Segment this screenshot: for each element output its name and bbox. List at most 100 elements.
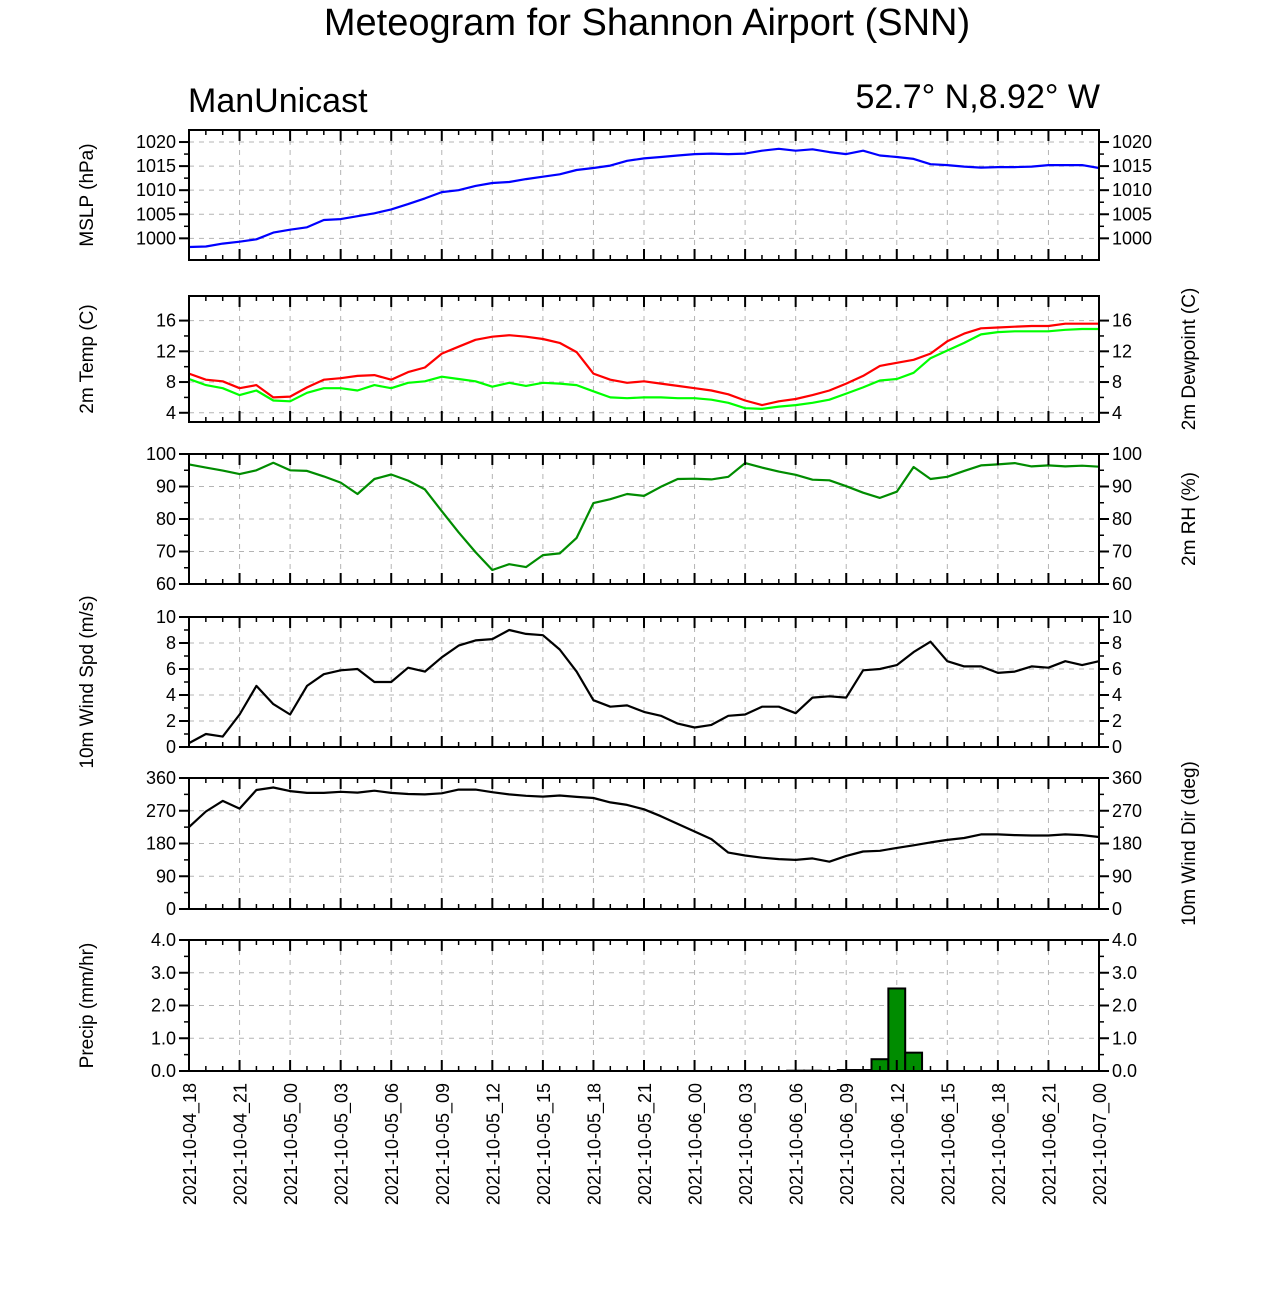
y-tick-label: 1020 <box>136 132 176 152</box>
y-tick-label-right: 4 <box>1112 403 1122 423</box>
y-tick-label: 10 <box>156 607 176 627</box>
y-axis-label-right: 2m RH (%) <box>1179 472 1200 566</box>
panel-4: 0 0 2 2 4 4 6 6 8 8 10 10 10m Wind Spd (m/s) <box>77 595 1132 768</box>
y-tick-label: 16 <box>156 311 176 331</box>
y-tick-label: 360 <box>146 768 176 788</box>
y-tick-label-right: 360 <box>1112 768 1142 788</box>
y-axis-label: 2m Temp (C) <box>77 304 98 413</box>
y-axis-label: 10m Wind Spd (m/s) <box>77 595 98 768</box>
y-tick-label: 3.0 <box>151 963 176 983</box>
y-tick-label: 100 <box>146 444 176 464</box>
model-label: ManUnicast <box>188 82 368 120</box>
y-tick-label: 70 <box>156 542 176 562</box>
y-tick-label-right: 80 <box>1112 509 1132 529</box>
y-axis-label-right: 10m Wind Dir (deg) <box>1179 761 1200 926</box>
x-tick-label: 2021-10-06_15 <box>938 1083 959 1205</box>
y-tick-label: 60 <box>156 574 176 594</box>
y-tick-label: 6 <box>166 659 176 679</box>
panel-5: 0 0 90 90 180 180 270 270 360 360 10m Wind Dir (de… <box>146 761 1200 926</box>
y-tick-label-right: 90 <box>1112 866 1132 886</box>
x-tick-label: 2021-10-04_18 <box>180 1083 201 1205</box>
y-tick-label-right: 1.0 <box>1112 1028 1137 1048</box>
time-axis: 2021-10-04_18 2021-10-04_21 2021-10-05_00 2… <box>180 1083 1111 1205</box>
y-tick-label-right: 12 <box>1112 341 1132 361</box>
x-tick-label: 2021-10-06_21 <box>1039 1083 1060 1205</box>
x-tick-label: 2021-10-05_06 <box>382 1083 403 1205</box>
x-tick-label: 2021-10-05_15 <box>534 1083 555 1205</box>
y-tick-label: 1010 <box>136 180 176 200</box>
panel-3: 60 60 70 70 80 80 90 90 100 100 2m RH (%) <box>146 444 1200 594</box>
series-line-dew <box>188 327 1099 410</box>
y-tick-label: 0.0 <box>151 1061 176 1081</box>
x-tick-label: 2021-10-05_03 <box>332 1083 353 1205</box>
y-tick-label-right: 270 <box>1112 801 1142 821</box>
y-tick-label-right: 1010 <box>1112 180 1152 200</box>
panel-6: 0.0 0.0 1.0 1.0 2.0 2.0 3.0 3.0 4.0 4.0 Precip (mm… <box>77 930 1137 1081</box>
series-line-wind <box>188 786 1100 863</box>
y-tick-label-right: 2.0 <box>1112 996 1137 1016</box>
y-tick-label: 1000 <box>136 228 176 248</box>
y-tick-label: 0 <box>166 899 176 919</box>
y-tick-label-right: 1000 <box>1112 228 1152 248</box>
x-tick-label: 2021-10-05_21 <box>635 1083 656 1205</box>
y-tick-label: 2.0 <box>151 996 176 1016</box>
x-tick-label: 2021-10-06_06 <box>787 1083 808 1205</box>
y-tick-label-right: 6 <box>1112 659 1122 679</box>
y-tick-label: 4.0 <box>151 930 176 950</box>
y-tick-label-right: 4 <box>1112 685 1122 705</box>
location-label: 52.7° N,8.92° W <box>855 78 1100 116</box>
y-tick-label-right: 1015 <box>1112 156 1152 176</box>
x-tick-label: 2021-10-06_00 <box>686 1083 707 1205</box>
series-line-mslp <box>188 147 1100 249</box>
y-tick-label-right: 60 <box>1112 574 1132 594</box>
y-axis-label: MSLP (hPa) <box>77 143 98 246</box>
x-tick-label: 2021-10-05_12 <box>483 1083 504 1205</box>
y-tick-label-right: 4.0 <box>1112 930 1137 950</box>
x-tick-label: 2021-10-04_21 <box>231 1083 252 1205</box>
y-tick-label-right: 0 <box>1112 737 1122 757</box>
y-tick-label: 8 <box>166 372 176 392</box>
y-tick-label: 1005 <box>136 204 176 224</box>
y-tick-label-right: 100 <box>1112 444 1142 464</box>
panel-1: 1000 1000 1005 1005 1010 1010 1015 1015 1020 1020… <box>77 129 1152 261</box>
y-tick-label-right: 10 <box>1112 607 1132 627</box>
y-tick-label: 270 <box>146 801 176 821</box>
y-tick-label-right: 3.0 <box>1112 963 1137 983</box>
y-tick-label-right: 90 <box>1112 477 1132 497</box>
x-tick-label: 2021-10-06_18 <box>989 1083 1010 1205</box>
series-line-temp <box>188 322 1099 407</box>
y-tick-label-right: 8 <box>1112 372 1122 392</box>
y-tick-label: 90 <box>156 866 176 886</box>
chart-title: Meteogram for Shannon Airport (SNN) <box>324 2 970 44</box>
y-tick-label-right: 70 <box>1112 542 1132 562</box>
y-tick-label: 1.0 <box>151 1028 176 1048</box>
y-tick-label: 4 <box>166 403 176 423</box>
precip-bar <box>887 987 907 1072</box>
series-line-rh <box>188 461 1100 572</box>
y-tick-label-right: 0 <box>1112 899 1122 919</box>
y-tick-label-right: 2 <box>1112 711 1122 731</box>
y-tick-label-right: 0.0 <box>1112 1061 1137 1081</box>
y-tick-label-right: 180 <box>1112 834 1142 854</box>
series-line-wind <box>188 628 1100 745</box>
y-tick-label: 1015 <box>136 156 176 176</box>
y-tick-label: 90 <box>156 477 176 497</box>
x-tick-label: 2021-10-07_00 <box>1090 1083 1111 1205</box>
x-tick-label: 2021-10-05_00 <box>281 1083 302 1205</box>
x-tick-label: 2021-10-06_09 <box>837 1083 858 1205</box>
y-tick-label-right: 1005 <box>1112 204 1152 224</box>
x-tick-label: 2021-10-06_12 <box>888 1083 909 1205</box>
y-tick-label-right: 1020 <box>1112 132 1152 152</box>
x-tick-label: 2021-10-05_18 <box>584 1083 605 1205</box>
panel-2: 4 4 8 8 12 12 16 16 2m Temp (C) 2m Dewpoint (C) <box>77 288 1200 431</box>
y-axis-label-right: 2m Dewpoint (C) <box>1179 288 1200 431</box>
x-tick-label: 2021-10-06_03 <box>736 1083 757 1205</box>
y-tick-label: 80 <box>156 509 176 529</box>
y-tick-label: 0 <box>166 737 176 757</box>
y-axis-label: Precip (mm/hr) <box>77 943 98 1069</box>
x-tick-label: 2021-10-05_09 <box>433 1083 454 1205</box>
y-tick-label-right: 16 <box>1112 311 1132 331</box>
y-tick-label: 180 <box>146 834 176 854</box>
